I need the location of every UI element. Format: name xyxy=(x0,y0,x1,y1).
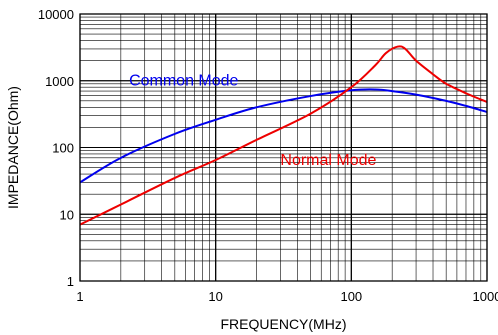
y-tick-label: 10000 xyxy=(38,7,74,22)
x-tick-label: 1000 xyxy=(473,289,498,304)
y-axis-label: IMPEDANCE(Ohm) xyxy=(5,86,21,209)
tick-labels: 1 10 100 1000 1 10 100 1000 10000 xyxy=(38,7,498,304)
x-tick-label: 1 xyxy=(76,289,83,304)
series-lines xyxy=(79,45,488,226)
x-tick-label: 100 xyxy=(340,289,362,304)
x-axis-label: FREQUENCY(MHz) xyxy=(221,316,347,332)
y-tick-label: 100 xyxy=(52,141,74,156)
y-tick-label: 1 xyxy=(67,274,74,289)
plot-frame xyxy=(79,13,488,282)
series-label-common-mode: Common Mode xyxy=(129,72,238,89)
series-labels: Common Mode Normal Mode xyxy=(129,72,376,168)
y-tick-label: 1000 xyxy=(45,74,74,89)
y-tick-label: 10 xyxy=(60,207,74,222)
x-tick-label: 10 xyxy=(208,289,222,304)
series-line-common-mode xyxy=(79,88,488,184)
series-line-normal-mode xyxy=(79,45,488,226)
series-label-normal-mode: Normal Mode xyxy=(280,152,376,169)
